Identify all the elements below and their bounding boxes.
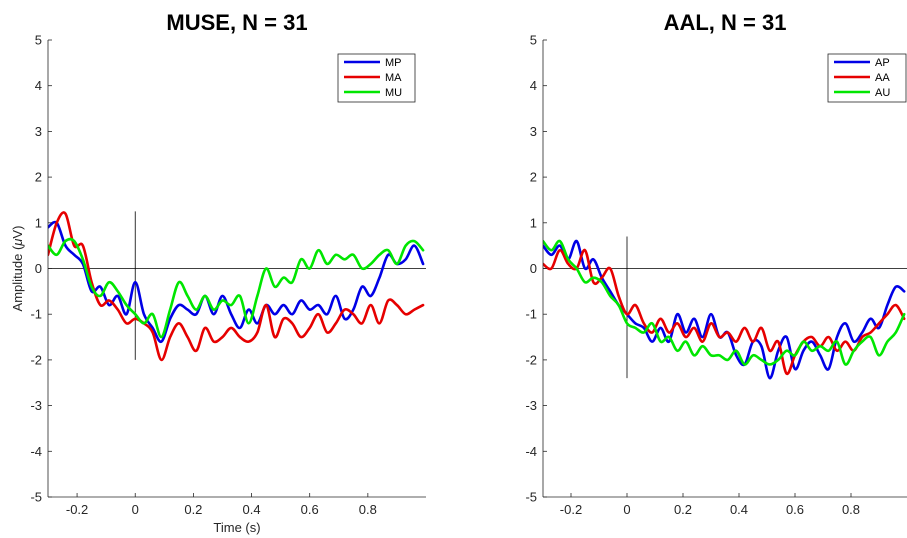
x-tick-label: 0.6 [786, 502, 804, 517]
x-tick-label: -0.2 [560, 502, 582, 517]
x-tick-label: 0 [132, 502, 139, 517]
x-tick-label: -0.2 [66, 502, 88, 517]
y-axis-label-unit-prefix: μ [10, 239, 25, 247]
y-tick-label: -3 [525, 398, 537, 413]
y-tick-label: 5 [530, 33, 537, 48]
y-tick-label: 4 [530, 78, 537, 93]
y-tick-label: 3 [35, 124, 42, 139]
y-tick-label: -5 [525, 490, 537, 505]
x-tick-label: 0.4 [730, 502, 748, 517]
series-line-mp [48, 220, 425, 343]
x-tick-label: 0.2 [184, 502, 202, 517]
x-tick-label: 0.4 [242, 502, 260, 517]
series-line-mu [48, 237, 425, 339]
series-line-aa [543, 248, 906, 376]
legend-label-ma: MA [385, 72, 402, 84]
legend-label-au: AU [875, 87, 890, 99]
y-tick-label: -2 [525, 352, 537, 367]
legend-label-ap: AP [875, 57, 890, 69]
y-tick-label: 3 [530, 124, 537, 139]
x-tick-label: 0 [623, 502, 630, 517]
y-axis-label-main: Amplitude ( [10, 245, 25, 311]
y-tick-label: 1 [530, 215, 537, 230]
y-tick-label: 0 [35, 261, 42, 276]
y-tick-label: 5 [35, 33, 42, 48]
chart-title: AAL, N = 31 [664, 10, 787, 35]
legend: AP AA AU [827, 53, 907, 103]
y-tick-label: -2 [30, 352, 42, 367]
chart-title: MUSE, N = 31 [166, 10, 307, 35]
y-tick-label: -1 [525, 307, 537, 322]
x-tick-label: 0.8 [359, 502, 377, 517]
y-tick-label: -3 [30, 398, 42, 413]
legend-label-mu: MU [385, 87, 402, 99]
legend: MP MA MU [337, 53, 416, 103]
y-tick-label: -1 [30, 307, 42, 322]
series-line-au [543, 239, 906, 366]
x-tick-label: 0.2 [674, 502, 692, 517]
y-axis-label: Amplitude (μV) [10, 226, 25, 312]
y-axis-label-unit: V) [10, 226, 25, 239]
x-axis-label: Time (s) [213, 520, 260, 535]
series-group [543, 239, 906, 380]
y-tick-label: -4 [30, 444, 42, 459]
y-tick-label: 0 [530, 261, 537, 276]
y-tick-label: -4 [525, 444, 537, 459]
chart-panel-2: AAL, N = 31 -5 -4 -3 -2 -1 0 1 2 3 4 5 -0.2 0 0.2 0.4 0.… [525, 10, 907, 517]
y-tick-label: 2 [35, 170, 42, 185]
x-tick-label: 0.6 [301, 502, 319, 517]
y-tick-label: -5 [30, 490, 42, 505]
y-tick-label: 4 [35, 78, 42, 93]
legend-label-aa: AA [875, 72, 890, 84]
y-tick-label: 1 [35, 215, 42, 230]
series-group [48, 211, 425, 362]
x-tick-label: 0.8 [842, 502, 860, 517]
chart-panel-1: MUSE, N = 31 -5 -4 -3 -2 -1 0 1 2 3 4 5 -0.2 0 0.2 0.4 0… [10, 10, 426, 535]
series-line-ma [48, 211, 425, 362]
y-tick-label: 2 [530, 170, 537, 185]
legend-label-mp: MP [385, 57, 402, 69]
